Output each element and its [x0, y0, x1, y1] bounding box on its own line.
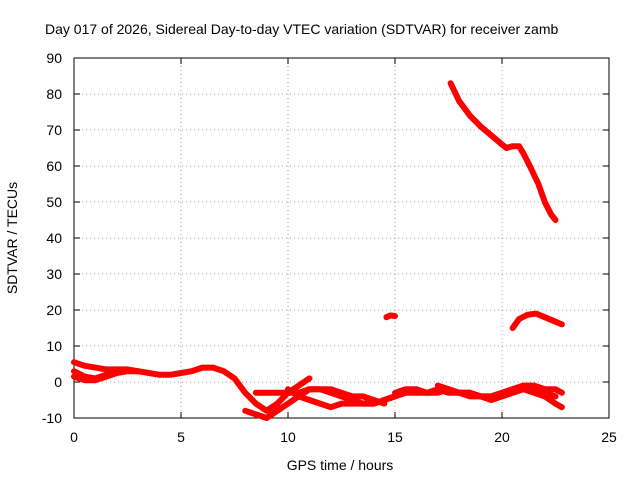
y-tick-label--10: -10	[42, 410, 62, 426]
x-tick-label-25: 25	[601, 429, 617, 445]
y-tick-label-10: 10	[46, 338, 62, 354]
y-tick-label-20: 20	[46, 302, 62, 318]
series-arc-6	[285, 386, 398, 411]
ticks-layer	[73, 57, 610, 419]
series-arc-9	[447, 80, 559, 223]
series-arc-3	[71, 370, 120, 384]
chart-title: Day 017 of 2026, Sidereal Day-to-day VTE…	[45, 21, 558, 37]
y-tick-label-40: 40	[46, 230, 62, 246]
x-tick-label-15: 15	[387, 429, 403, 445]
x-tick-labels: 0 5 10 15 20 25	[70, 429, 617, 445]
series-layer	[71, 80, 565, 421]
x-tick-label-0: 0	[70, 429, 78, 445]
grid-layer	[74, 58, 609, 418]
y-tick-label-70: 70	[46, 122, 62, 138]
series-arc-8	[434, 382, 565, 400]
y-tick-label-90: 90	[46, 50, 62, 66]
y-tick-label-80: 80	[46, 86, 62, 102]
y-tick-label-60: 60	[46, 158, 62, 174]
series-arc-1	[71, 359, 313, 414]
x-tick-label-20: 20	[494, 429, 510, 445]
series-arc-10	[383, 312, 398, 321]
y-tick-label-50: 50	[46, 194, 62, 210]
y-tick-labels: -10 0 10 20 30 40 50 60 70 80 90	[42, 50, 62, 426]
x-axis-label: GPS time / hours	[287, 457, 394, 473]
series-arc-5	[252, 386, 388, 407]
y-axis-label: SDTVAR / TECUs	[4, 182, 20, 294]
x-tick-label-5: 5	[177, 429, 185, 445]
x-tick-label-10: 10	[280, 429, 296, 445]
y-tick-label-30: 30	[46, 266, 62, 282]
y-tick-label-0: 0	[54, 374, 62, 390]
series-arc-11	[509, 310, 565, 331]
